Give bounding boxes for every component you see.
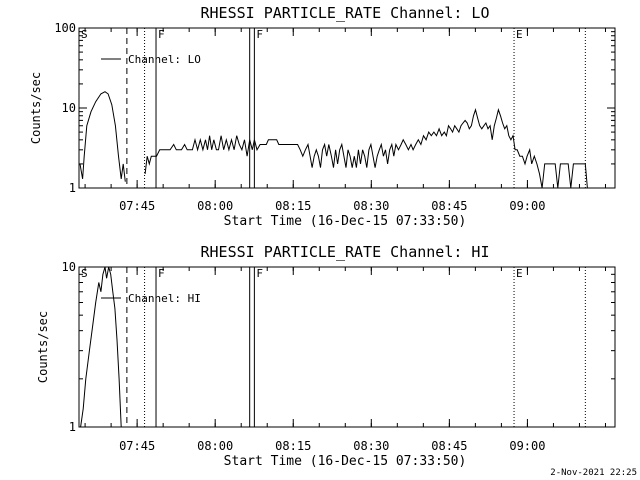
legend-label: Channel: LO bbox=[128, 53, 201, 66]
x-tick-label: 07:45 bbox=[119, 439, 155, 453]
x-tick-label: 08:00 bbox=[197, 439, 233, 453]
y-axis-label: Counts/sec bbox=[36, 311, 50, 383]
x-axis-label: Start Time (16-Dec-15 07:33:50) bbox=[224, 454, 467, 469]
y-tick-label: 100 bbox=[54, 21, 76, 35]
x-axis-label: Start Time (16-Dec-15 07:33:50) bbox=[224, 214, 467, 229]
y-tick-label: 1 bbox=[69, 181, 76, 195]
event-marker-label: E bbox=[516, 267, 523, 280]
x-tick-label: 07:45 bbox=[119, 199, 155, 213]
event-marker-label: F bbox=[256, 267, 263, 280]
event-marker-label: S bbox=[81, 28, 88, 41]
x-tick-label: 09:00 bbox=[509, 439, 545, 453]
series-line bbox=[79, 91, 126, 182]
x-tick-label: 09:00 bbox=[509, 199, 545, 213]
y-axis-label: Counts/sec bbox=[29, 72, 43, 144]
event-marker-label: F bbox=[256, 28, 263, 41]
chart-lo-panel: RHESSI PARTICLE_RATE Channel: LO 1 10 100 07… bbox=[29, 4, 616, 229]
chart-title: RHESSI PARTICLE_RATE Channel: LO bbox=[201, 4, 490, 22]
x-tick-label: 08:15 bbox=[275, 199, 311, 213]
x-tick-label: 08:30 bbox=[353, 439, 389, 453]
event-marker-label: F bbox=[158, 28, 165, 41]
y-tick-label: 1 bbox=[69, 420, 76, 434]
y-tick-label: 10 bbox=[62, 260, 76, 274]
x-tick-label: 08:45 bbox=[431, 199, 467, 213]
plot-frame bbox=[78, 266, 616, 428]
event-marker-label: S bbox=[81, 267, 88, 280]
event-marker-label: F bbox=[158, 267, 165, 280]
plot-frame bbox=[78, 27, 616, 189]
chart-title: RHESSI PARTICLE_RATE Channel: HI bbox=[201, 243, 490, 261]
x-tick-label: 08:15 bbox=[275, 439, 311, 453]
chart-hi-panel: RHESSI PARTICLE_RATE Channel: HI 1 10 07:45… bbox=[36, 243, 616, 469]
y-tick-label: 10 bbox=[62, 101, 76, 115]
footer-timestamp: 2-Nov-2021 22:25 bbox=[550, 468, 637, 478]
x-tick-label: 08:30 bbox=[353, 199, 389, 213]
series-line bbox=[80, 266, 122, 428]
event-marker-label: E bbox=[516, 28, 523, 41]
legend-label: Channel: HI bbox=[128, 292, 201, 305]
x-tick-label: 08:45 bbox=[431, 439, 467, 453]
series-line bbox=[144, 108, 588, 189]
x-tick-label: 08:00 bbox=[197, 199, 233, 213]
